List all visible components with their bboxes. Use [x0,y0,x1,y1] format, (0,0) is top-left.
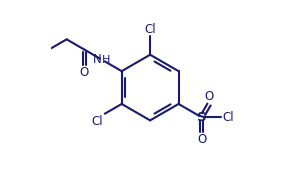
Text: H: H [102,55,110,65]
Text: O: O [204,90,214,103]
Text: Cl: Cl [91,115,103,128]
Text: Cl: Cl [223,111,234,124]
Text: Cl: Cl [144,23,156,36]
Text: O: O [197,133,206,146]
Text: N: N [93,53,101,66]
Text: S: S [197,111,206,124]
Text: O: O [80,66,89,79]
